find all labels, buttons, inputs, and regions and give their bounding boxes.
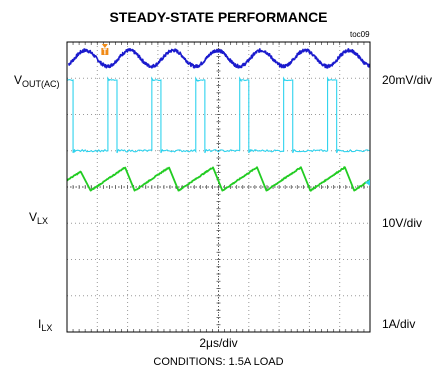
graticule (66, 41, 371, 333)
timebase-label: 2μs/div (199, 336, 238, 350)
vout-trace (67, 47, 370, 69)
trigger-level-icon (365, 179, 370, 186)
plot-frame (66, 41, 371, 333)
vlx-channel-label: VLX (29, 210, 49, 226)
vout-channel-label: VOUT(AC) (14, 73, 60, 89)
chart-title: STEADY-STATE PERFORMANCE (109, 9, 328, 25)
vout-scale-label: 20mV/div (382, 73, 433, 87)
trigger-arrow (101, 44, 108, 48)
trigger-marker-icon (101, 44, 109, 55)
vlx-trace (66, 76, 370, 154)
vlx-scale-label: 10V/div (382, 216, 423, 230)
figure-reference: toc09 (350, 30, 370, 39)
ilx-trace (66, 166, 370, 192)
ilx-scale-label: 1A/div (382, 317, 416, 331)
conditions-note: CONDITIONS: 1.5A LOAD (153, 356, 284, 368)
ilx-channel-label: ILX (38, 317, 53, 333)
